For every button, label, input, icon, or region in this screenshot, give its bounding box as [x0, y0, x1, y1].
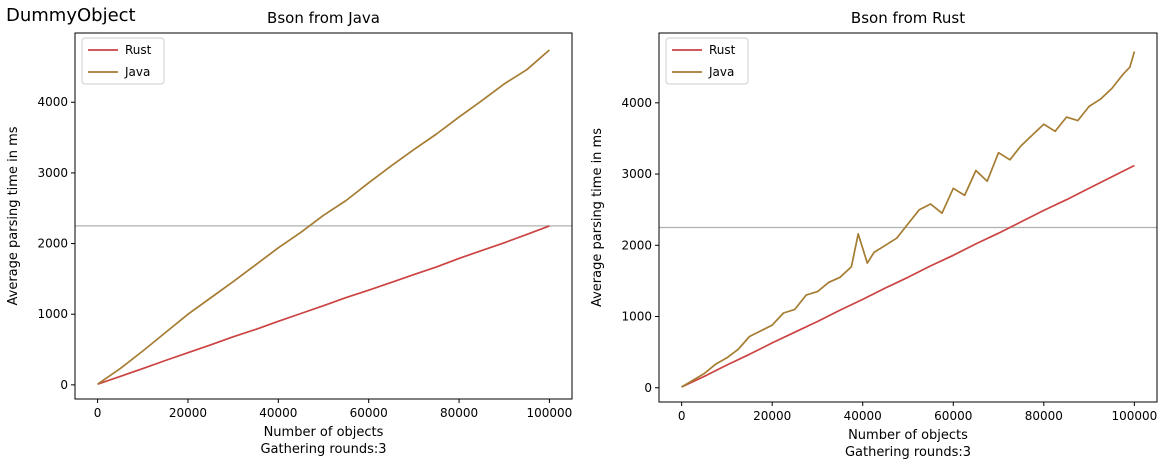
legend-box: [81, 37, 165, 85]
series-line-rust: [97, 225, 550, 386]
y-axis-label: Average parsing time in ms: [6, 126, 21, 305]
figure-suptitle: DummyObject: [6, 5, 136, 26]
x-tick-label: 80000: [1025, 409, 1063, 423]
chart-title: Bson from Java: [267, 9, 380, 27]
legend: Rust Java: [665, 37, 749, 85]
y-tick-label: 2000: [37, 237, 68, 251]
x-tick-label: 100000: [527, 406, 573, 420]
y-tick-label: 1000: [37, 307, 68, 321]
legend-label-rust: Rust: [709, 43, 736, 57]
y-axis-label: Average parsing time in ms: [590, 128, 605, 307]
series-line-rust: [681, 164, 1135, 388]
x-tick-label: 60000: [350, 406, 388, 420]
x-tick-label: 60000: [934, 409, 972, 423]
x-axis-label: Number of objects: [264, 425, 384, 440]
x-tick-label: 0: [94, 406, 102, 420]
y-tick-label: 3000: [37, 166, 68, 180]
chart-title: Bson from Rust: [851, 9, 965, 27]
y-tick-label: 0: [60, 378, 68, 392]
y-tick-label: 1000: [621, 310, 652, 324]
y-tick-label: 3000: [621, 167, 652, 181]
legend: Rust Java: [81, 37, 165, 85]
x-axis-sublabel: Gathering rounds:3: [260, 442, 386, 457]
y-tick-label: 4000: [37, 95, 68, 109]
legend-box: [665, 37, 749, 85]
x-tick-label: 0: [678, 409, 686, 423]
legend-label-rust: Rust: [125, 43, 152, 57]
x-axis-label: Number of objects: [848, 428, 968, 443]
x-tick-label: 20000: [753, 409, 791, 423]
y-tick-label: 0: [644, 381, 652, 395]
x-tick-label: 40000: [844, 409, 882, 423]
x-tick-label: 20000: [169, 406, 207, 420]
series-line-java: [97, 49, 550, 385]
y-tick-label: 2000: [621, 238, 652, 252]
x-axis-sublabel: Gathering rounds:3: [845, 445, 971, 460]
axes-frame: [74, 32, 573, 400]
series-line-java: [681, 51, 1136, 388]
x-tick-label: 80000: [440, 406, 478, 420]
legend-label-java: Java: [124, 65, 150, 79]
y-tick-label: 4000: [621, 96, 652, 110]
axes-frame: [658, 32, 1158, 403]
x-tick-label: 100000: [1111, 409, 1157, 423]
legend-label-java: Java: [708, 65, 734, 79]
x-tick-label: 40000: [259, 406, 297, 420]
